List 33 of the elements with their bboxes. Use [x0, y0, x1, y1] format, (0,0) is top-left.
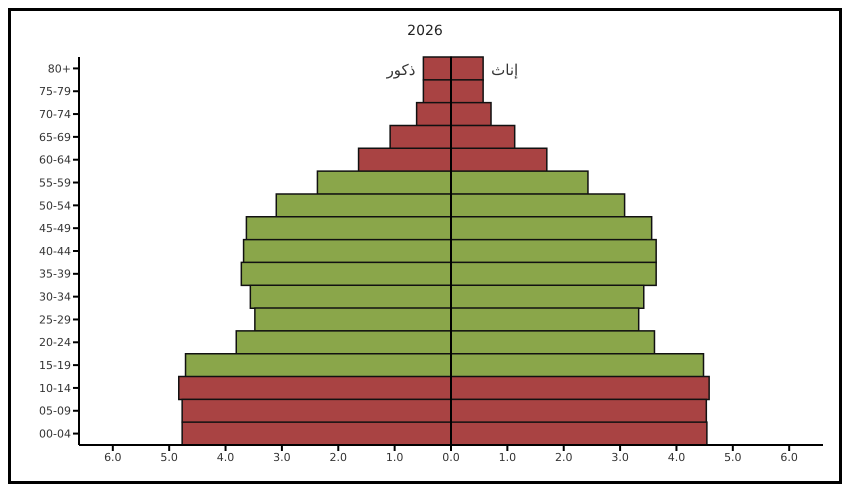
chart-title: 2026: [406, 23, 444, 39]
x-tick-label: 3.0: [273, 450, 291, 464]
y-tick-label: 55-59: [39, 176, 71, 190]
y-tick-label: 75-79: [39, 85, 71, 98]
y-tick-label: 65-69: [39, 130, 71, 144]
y-tick-label: 05-09: [39, 404, 71, 418]
x-tick-label: 3.0: [611, 450, 629, 464]
x-tick-label: 2.0: [330, 450, 348, 464]
y-tick-label: 80+: [48, 62, 71, 76]
y-tick-label: 15-19: [39, 359, 71, 372]
y-tick-label: 35-39: [39, 268, 71, 281]
y-tick-label: 70-74: [39, 108, 71, 121]
x-tick-label: 5.0: [724, 450, 742, 464]
x-tick-label: 0.0: [442, 450, 460, 464]
y-tick-label: 45-49: [39, 222, 71, 236]
y-tick-label: 10-14: [39, 382, 71, 395]
y-tick-label: 40-44: [39, 244, 71, 258]
y-tick-label: 50-54: [39, 199, 71, 212]
x-tick-label: 6.0: [104, 450, 122, 464]
x-tick-label: 6.0: [780, 450, 798, 464]
x-tick-label: 4.0: [668, 450, 686, 464]
y-tick-label: 20-24: [39, 336, 71, 350]
x-tick-label: 1.0: [386, 450, 404, 464]
x-tick-label: 1.0: [498, 450, 516, 464]
x-tick-label: 2.0: [554, 450, 572, 464]
y-tick-label: 60-64: [39, 154, 71, 167]
x-tick-label: 4.0: [216, 450, 234, 464]
y-tick-label: 25-29: [39, 313, 71, 326]
y-tick-label: 00-04: [39, 427, 71, 440]
series-label: إناث: [491, 61, 518, 79]
x-tick-label: 5.0: [160, 450, 178, 464]
series-label: ذكور: [386, 61, 416, 79]
y-tick-label: 30-34: [39, 290, 71, 304]
